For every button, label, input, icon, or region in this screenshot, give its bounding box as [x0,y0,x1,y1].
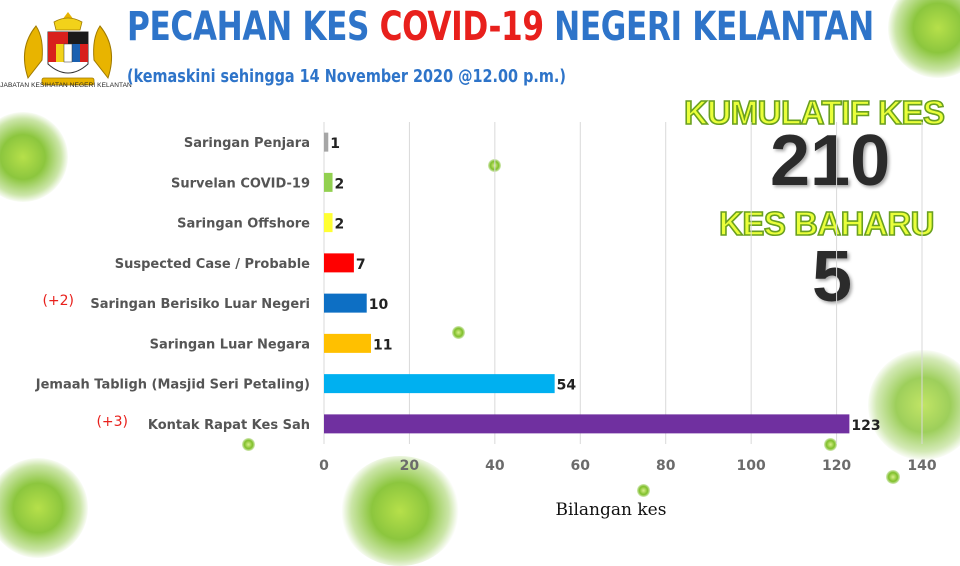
new-cases-note: (+3) [96,414,128,430]
category-label: Saringan Luar Negara [150,337,310,352]
bar [324,213,333,233]
x-axis-title: Bilangan kes [556,500,667,520]
bar [324,374,555,394]
data-label: 123 [851,418,880,434]
category-label: Suspected Case / Probable [115,257,310,272]
new-cases-label: KES BAHARU [718,204,935,243]
bar [324,293,367,313]
data-label: 7 [356,257,366,273]
x-tick-label: 80 [656,458,676,474]
title-part-2: COVID-19 [379,4,544,50]
cumulative-cases-value: 210 [770,121,891,201]
new-cases-value: 5 [812,237,853,317]
x-tick-label: 120 [822,458,851,474]
x-tick-label: 20 [400,458,420,474]
category-label: Jemaah Tabligh (Masjid Seri Petaling) [35,378,310,393]
data-label: 54 [557,378,577,394]
data-label: 2 [335,176,345,192]
bar [324,333,371,353]
grid-lines [323,122,923,444]
category-label: Saringan Offshore [177,217,310,232]
title-part-1: PECAHAN KES [127,4,380,50]
category-label: Kontak Rapat Kes Sah [148,418,310,433]
bar [324,414,850,434]
page-title: PECAHAN KES COVID-19 NEGERI KELANTAN [127,4,874,50]
cases-bar-chart: 0 20 40 60 80 100 120 140 Saringan Penjara 1 Surve… [35,122,937,520]
x-tick-label: 40 [485,458,505,474]
logo-caption: JABATAN KESIHATAN NEGERI KELANTAN [0,82,132,89]
x-tick-label: 100 [737,458,766,474]
data-label: 1 [330,136,340,152]
bars [324,132,850,434]
bar [324,132,329,152]
data-label: 2 [335,217,345,233]
crest-logo [23,12,113,86]
x-tick-label: 140 [907,458,936,474]
x-tick-label: 60 [571,458,591,474]
new-cases-note: (+2) [42,293,74,309]
category-label: Saringan Berisiko Luar Negeri [90,297,310,312]
data-label: 11 [373,337,392,353]
category-label: Saringan Penjara [184,136,310,151]
chart-labels: 0 20 40 60 80 100 120 140 Saringan Penjara 1 Surve… [35,136,937,474]
category-label: Survelan COVID-19 [171,176,310,191]
page-subtitle: (kemaskini sehingga 14 November 2020 @12… [127,66,566,87]
x-tick-label: 0 [319,458,329,474]
bar [324,172,333,192]
data-label: 10 [369,297,389,313]
cumulative-cases-label: KUMULATIF KES [683,93,946,132]
title-part-3: NEGERI KELANTAN [543,4,874,50]
bar [324,253,354,273]
